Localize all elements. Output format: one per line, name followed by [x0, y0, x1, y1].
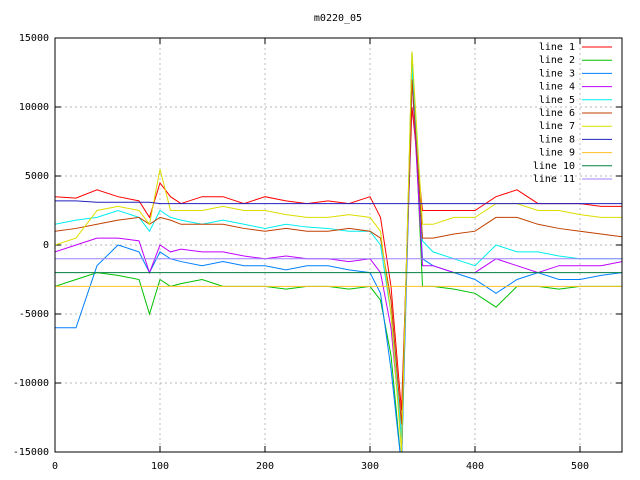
x-tick-label: 0	[52, 461, 58, 472]
legend-label: line 7	[539, 121, 575, 132]
legend-label: line 9	[539, 148, 575, 159]
x-tick-label: 100	[151, 461, 169, 472]
data-line	[55, 79, 622, 452]
grid: -15000 -10000 -5000 0 5000 10000 15000 0 100 200 3…	[13, 33, 622, 472]
legend-label: line 2	[539, 55, 575, 66]
data-line	[55, 65, 622, 439]
x-tick-label: 500	[571, 461, 589, 472]
plot-frame	[54, 37, 623, 453]
x-tick-label: 200	[256, 461, 274, 472]
legend-label: line 11	[533, 174, 575, 185]
plot-lines	[55, 51, 622, 452]
y-tick-label: -15000	[13, 447, 49, 458]
legend-label: line 1	[539, 42, 575, 53]
legend-label: line 6	[539, 108, 575, 119]
x-tick-label: 300	[361, 461, 379, 472]
data-line	[55, 200, 622, 205]
data-line	[55, 79, 622, 439]
y-tick-label: 10000	[19, 102, 49, 113]
legend: line 1 line 2 line 3 line 4 line 5 line 6 line…	[533, 42, 612, 185]
y-tick-label: 0	[43, 240, 49, 251]
legend-label: line 4	[539, 82, 575, 93]
x-tick-label: 400	[466, 461, 484, 472]
y-tick-label: 15000	[19, 33, 49, 44]
y-tick-label: -5000	[19, 309, 49, 320]
legend-label: line 10	[533, 161, 575, 172]
chart-title: m0220_05	[314, 13, 362, 24]
y-tick-label: 5000	[25, 171, 49, 182]
legend-label: line 5	[539, 95, 575, 106]
legend-label: line 3	[539, 68, 575, 79]
legend-label: line 8	[539, 134, 575, 145]
y-tick-label: -10000	[13, 378, 49, 389]
data-line	[55, 79, 622, 425]
data-line	[55, 51, 622, 452]
